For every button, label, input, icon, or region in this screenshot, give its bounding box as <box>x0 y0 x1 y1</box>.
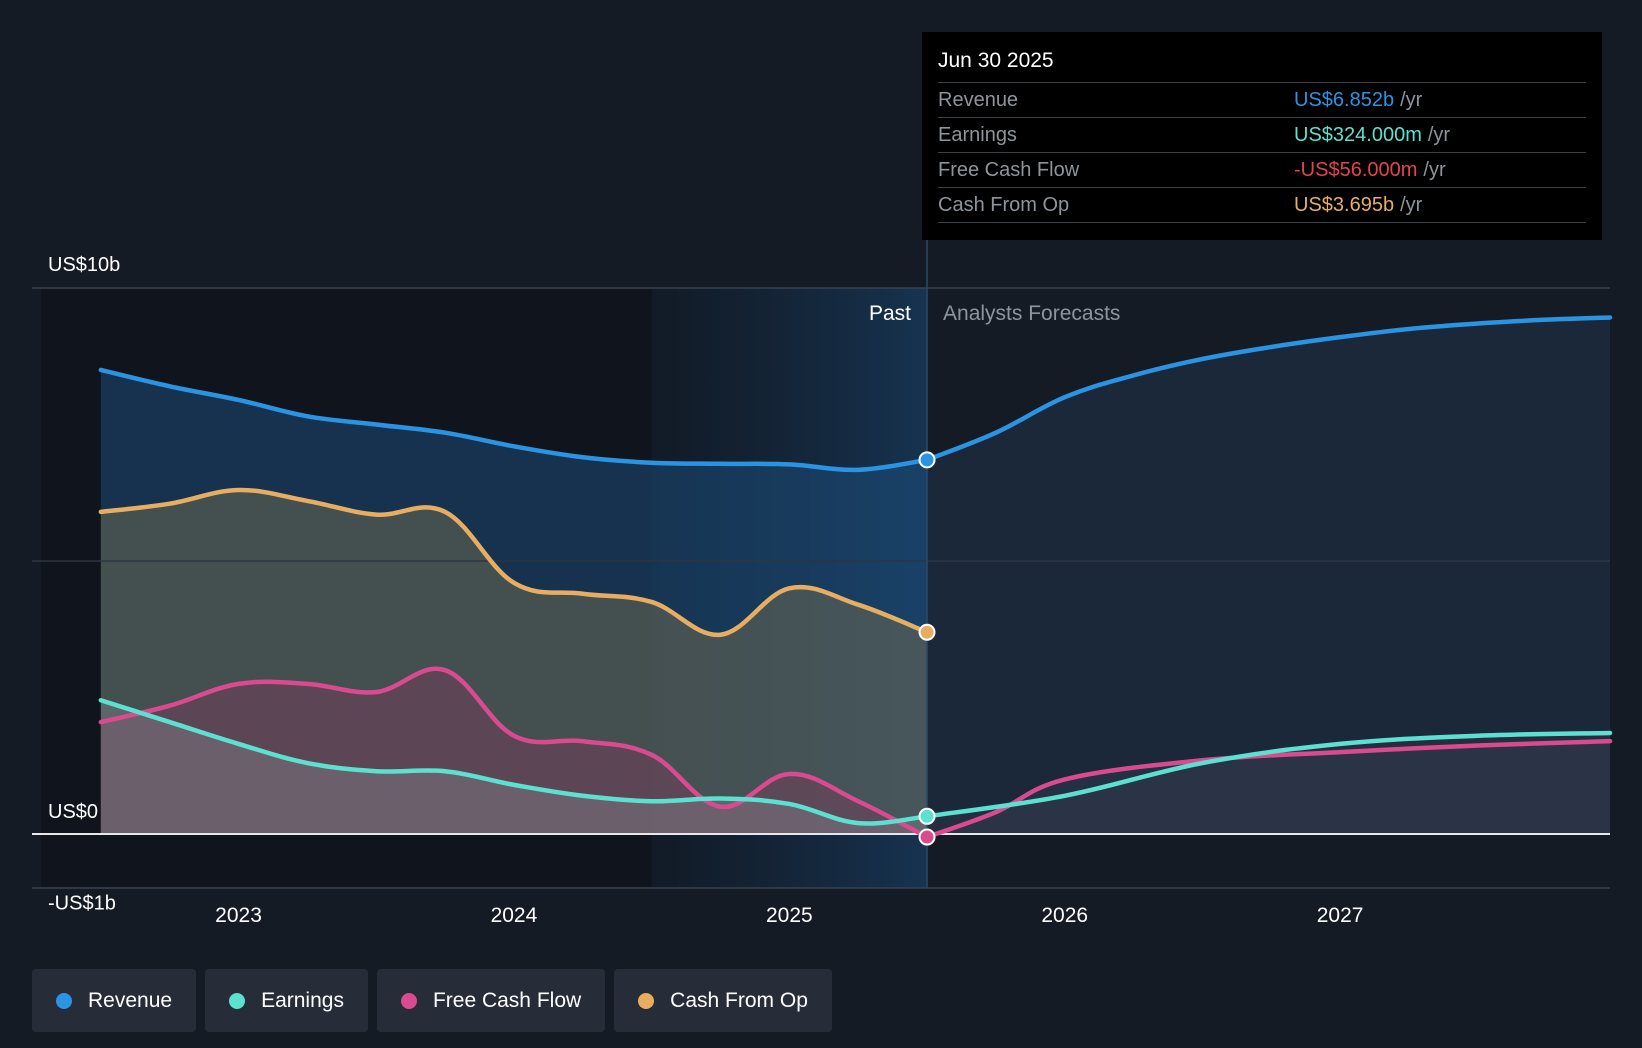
y-tick-label: -US$1b <box>48 893 116 915</box>
tooltip-value: US$324.000m <box>1294 124 1422 146</box>
cash-from-op-past-area <box>100 489 928 834</box>
revenue-marker[interactable] <box>918 451 936 469</box>
tooltip-row-cash-from-op: Cash From Op US$3.695b /yr <box>938 188 1586 223</box>
cash-from-op-marker[interactable] <box>918 623 936 641</box>
legend-label: Cash From Op <box>670 988 808 1012</box>
tooltip-label: Revenue <box>938 89 1019 111</box>
legend-item-cash-from-op[interactable]: Cash From Op <box>614 969 832 1032</box>
earnings-marker[interactable] <box>918 807 936 825</box>
tooltip-unit: /yr <box>1427 124 1451 146</box>
x-axis-labels: 2023 2024 2025 2026 2027 <box>215 904 1363 927</box>
tooltip-value: -US$56.000m <box>1294 159 1418 181</box>
free-cash-flow-marker[interactable] <box>918 828 936 846</box>
cash-from-op-past-line <box>98 487 930 637</box>
legend-dot-icon <box>229 992 246 1009</box>
tooltip-label: Cash From Op <box>938 194 1070 216</box>
x-tick-label: 2026 <box>1041 904 1088 927</box>
x-tick-label: 2025 <box>766 904 813 927</box>
legend-label: Free Cash Flow <box>432 988 582 1012</box>
grid-lines <box>32 287 1610 889</box>
tooltip-value: US$6.852b <box>1294 89 1395 111</box>
legend: Revenue Earnings Free Cash Flow Cash Fro… <box>32 969 832 1032</box>
earnings-past-line <box>98 697 930 826</box>
free-cash-flow-past-area <box>100 668 928 838</box>
tooltip-label: Free Cash Flow <box>938 159 1080 181</box>
tooltip-row-revenue: Revenue US$6.852b /yr <box>938 83 1586 118</box>
revenue-past-line <box>98 367 930 473</box>
series-markers <box>918 451 936 846</box>
revenue-forecast-line <box>924 315 1613 463</box>
legend-item-earnings[interactable]: Earnings <box>205 969 368 1032</box>
tooltip-row-free-cash-flow: Free Cash Flow -US$56.000m /yr <box>938 153 1586 188</box>
legend-item-revenue[interactable]: Revenue <box>32 969 197 1032</box>
tooltip-date: Jun 30 2025 <box>938 46 1586 83</box>
forecast-label: Analysts Forecasts <box>943 302 1120 325</box>
free-cash-flow-forecast-area <box>927 741 1610 838</box>
free-cash-flow-past-line <box>98 666 930 840</box>
earnings-forecast-area <box>927 732 1610 834</box>
legend-label: Earnings <box>261 988 344 1012</box>
past-label: Past <box>869 302 911 325</box>
tooltip-unit: /yr <box>1423 159 1446 181</box>
y-tick-label: US$0 <box>48 801 98 823</box>
y-axis-labels: US$10b US$0 -US$1b <box>48 254 120 915</box>
tooltip-unit: /yr <box>1400 194 1423 216</box>
x-tick-label: 2024 <box>491 904 538 927</box>
legend-dot-icon <box>400 992 417 1009</box>
tooltip-row-earnings: Earnings US$324.000m /yr <box>938 118 1586 153</box>
series-lines <box>98 315 1613 840</box>
legend-label: Revenue <box>88 988 173 1012</box>
tooltip-value: US$3.695b <box>1294 194 1395 216</box>
tooltip-label: Earnings <box>938 124 1017 146</box>
x-tick-label: 2023 <box>215 904 262 927</box>
tooltip: Jun 30 2025 Revenue US$6.852b /yr Earnin… <box>922 32 1602 240</box>
legend-item-free-cash-flow[interactable]: Free Cash Flow <box>376 969 606 1032</box>
x-tick-label: 2027 <box>1317 904 1364 927</box>
revenue-forecast-area <box>927 317 1610 834</box>
legend-dot-icon <box>56 992 72 1009</box>
tooltip-unit: /yr <box>1400 89 1423 111</box>
y-tick-label: US$10b <box>48 254 120 276</box>
legend-dot-icon <box>638 992 655 1009</box>
earnings-forecast-line <box>924 730 1613 819</box>
